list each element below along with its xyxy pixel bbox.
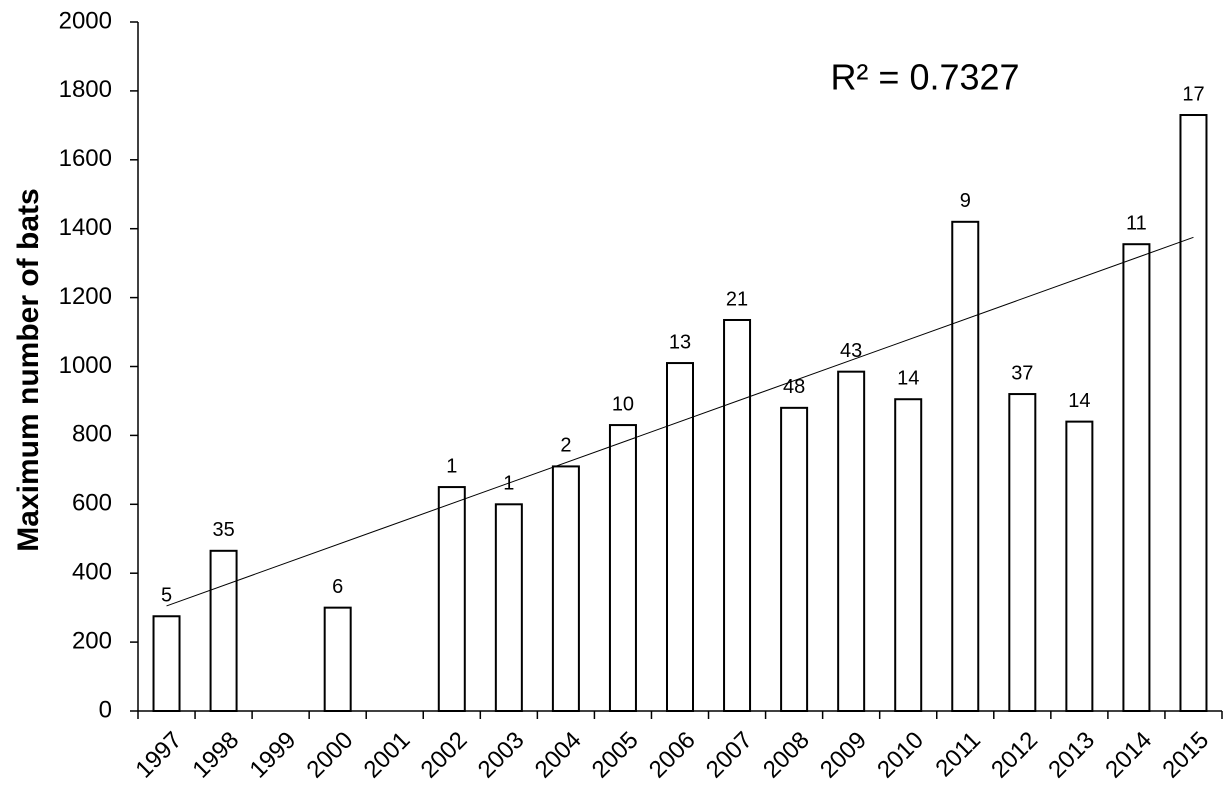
y-tick-label: 400 [72,559,112,586]
bar-annotation: 11 [1126,212,1147,234]
bar [1008,393,1037,712]
bar [551,465,580,712]
bar-annotation: 37 [1011,362,1033,384]
x-tick-label: 2014 [1100,727,1157,784]
x-tick-label: 2003 [473,727,530,784]
y-tick-label: 1800 [59,76,112,103]
bar-annotation: 21 [726,288,748,310]
y-tick-label: 200 [72,627,112,654]
bar [894,398,923,712]
bar-annotation: 9 [960,190,971,212]
bar-annotation: 6 [332,576,343,598]
bar [608,424,637,712]
bar [209,549,238,712]
y-tick-label: 0 [99,696,112,723]
bar-annotation: 48 [783,376,805,398]
x-tick-label: 2001 [359,727,416,784]
bar-annotation: 35 [212,519,234,541]
x-tick-label: 2015 [1157,727,1214,784]
x-tick-label: 2005 [587,727,644,784]
x-tick-label: 2010 [872,727,929,784]
bar [437,486,466,713]
annotation: R² = 0.7327 [830,57,1019,98]
y-tick-label: 1400 [59,214,112,241]
x-tick-label: 2007 [701,727,758,784]
bar-annotation: 5 [161,585,172,607]
x-tick-label: 2011 [930,727,986,783]
bar [837,370,866,712]
bar-annotation: 14 [1068,390,1090,412]
x-tick-label: 1997 [130,727,187,784]
bar [1065,420,1094,712]
x-tick-label: 2000 [302,727,359,784]
x-tick-label: 2006 [644,727,701,784]
x-tick-label: 1999 [245,727,302,784]
bar [1179,114,1208,712]
x-tick-label: 2004 [530,727,587,784]
x-tick-label: 2012 [986,727,1043,784]
x-tick-label: 2013 [1043,727,1100,784]
bar-annotation: 1 [446,455,457,477]
bar-annotation: 10 [612,393,634,415]
bar [723,318,752,712]
y-tick-label: 800 [72,421,112,448]
bar-annotation: 17 [1182,83,1204,105]
bar-annotation: 43 [840,340,862,362]
x-tick-label: 2002 [416,727,473,784]
y-axis-label: Maximum number of bats [12,188,45,551]
y-tick-label: 600 [72,490,112,517]
bar-annotation: 14 [897,368,919,390]
trendline [166,236,1194,607]
bar [780,406,809,712]
bar [494,503,523,712]
x-tick-label: 2008 [758,727,815,784]
x-tick-label: 1998 [187,727,244,784]
bar [152,615,181,713]
bar-annotation: 13 [669,331,691,353]
y-tick-label: 1200 [59,283,112,310]
bar-annotation: 2 [560,435,571,457]
bar [323,606,352,713]
x-tick-label: 2009 [815,727,872,784]
bar [1122,243,1151,712]
bar [951,220,980,712]
y-tick-label: 2000 [59,7,112,34]
y-tick-label: 1600 [59,145,112,172]
y-tick-label: 1000 [59,352,112,379]
bar [666,362,694,712]
